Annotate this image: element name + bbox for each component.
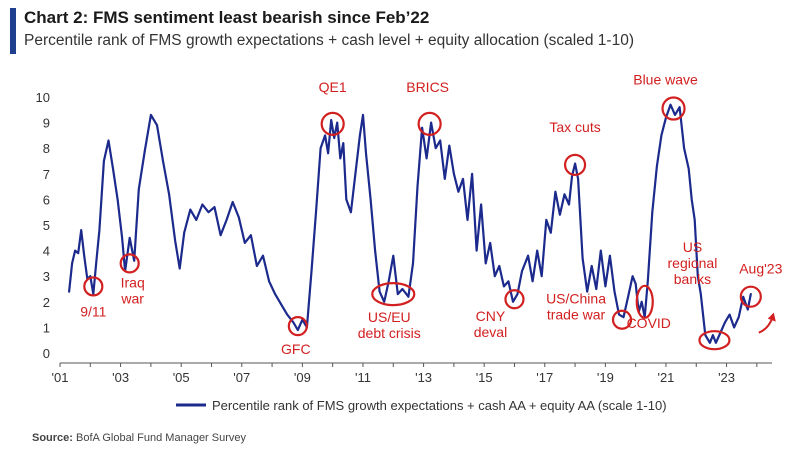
annotation-label: QE1 [319,79,347,95]
annotation-label: Blue wave [633,72,698,88]
x-tick-label: '19 [597,370,614,385]
annotation: Iraq war [119,253,145,306]
y-tick-label: 8 [43,141,50,156]
y-tick-label: 0 [43,346,50,361]
annotation-label: 9/11 [80,303,106,319]
annotation-label: GFC [281,341,311,357]
annotation-circle [320,111,345,136]
annotation-circle [83,276,104,297]
annotation-circle [504,289,525,310]
annotation-circle [563,153,587,176]
y-tick-label: 1 [43,320,50,335]
annotation-label: COVID [627,315,671,331]
annotation: US/EU debt crisis [358,282,421,341]
x-axis: '01 '03 '05 '07 '09 '11 '13 '15 '17 '19 '21 '23 [52,362,772,385]
source-text: BofA Global Fund Manager Survey [76,432,247,444]
annotation-circle [661,96,686,121]
chart-title: Chart 2: FMS sentiment least bearish sin… [24,8,430,27]
y-tick-label: 2 [43,295,50,310]
trend-arrow-head [767,312,776,322]
chart-subtitle: Percentile rank of FMS growth expectatio… [24,32,634,49]
annotation-label: Iraq war [120,274,144,306]
series-layer [68,103,752,344]
y-tick-label: 7 [43,167,50,182]
annotation-circle [287,316,308,337]
annotation: US regional banks [668,239,731,351]
y-tick-label: 6 [43,192,50,207]
x-tick-label: '17 [536,370,553,385]
x-tick-label: '03 [112,370,129,385]
annotation-circle [698,330,731,351]
annotation-circle [371,282,416,307]
x-tick-label: '11 [355,370,371,385]
annotation-label: BRICS [406,79,449,95]
x-tick-label: '15 [476,370,493,385]
annotation-circle [119,253,140,274]
annotation: CNY deval [474,289,525,340]
series-line [68,103,752,344]
source-label: Source: [32,432,73,444]
x-tick-label: '23 [718,370,735,385]
annotation-circle [739,285,762,308]
x-tick-label: '07 [233,370,250,385]
legend: Percentile rank of FMS growth expectatio… [176,398,667,413]
x-tick-label: '21 [657,370,674,385]
x-tick-label: '05 [173,370,190,385]
annotation: Tax cuts [549,119,601,176]
legend-label: Percentile rank of FMS growth expectatio… [212,398,667,413]
x-tick-label: '13 [415,370,432,385]
annotation-label: US/China trade war [546,291,606,323]
title-accent-bar [10,8,16,54]
y-tick-label: 3 [43,269,50,284]
y-axis-labels: 0 1 2 3 4 5 6 7 8 9 10 [36,90,50,361]
annotation-circle [417,111,442,136]
annotation: COVID [627,284,671,331]
y-tick-label: 10 [36,90,50,105]
annotation: Blue wave [633,72,698,121]
y-tick-label: 5 [43,218,50,233]
x-tick-label: '09 [294,370,311,385]
annotation-circle [635,284,654,319]
annotation-label: US regional banks [668,239,718,287]
annotation: 9/11 [80,276,107,319]
annotation-layer: 9/11 Iraq war GFC QE1 US/EU debt crisis BRICS CN… [80,72,782,358]
annotation: US/China trade war [546,291,633,330]
y-tick-label: 9 [43,116,50,131]
y-tick-label: 4 [43,244,50,259]
annotation: Aug'23 [739,261,783,308]
annotation: QE1 [319,79,347,136]
annotation-label: CNY deval [474,308,507,340]
annotation-circle [611,309,633,330]
annotation-label: Tax cuts [549,119,600,135]
annotation: GFC [281,316,311,357]
x-tick-label: '01 [52,370,69,385]
annotation: BRICS [406,79,449,136]
annotation-label: US/EU debt crisis [358,309,421,341]
source-note: Source: BofA Global Fund Manager Survey [32,432,246,444]
annotation-label: Aug'23 [739,261,782,277]
